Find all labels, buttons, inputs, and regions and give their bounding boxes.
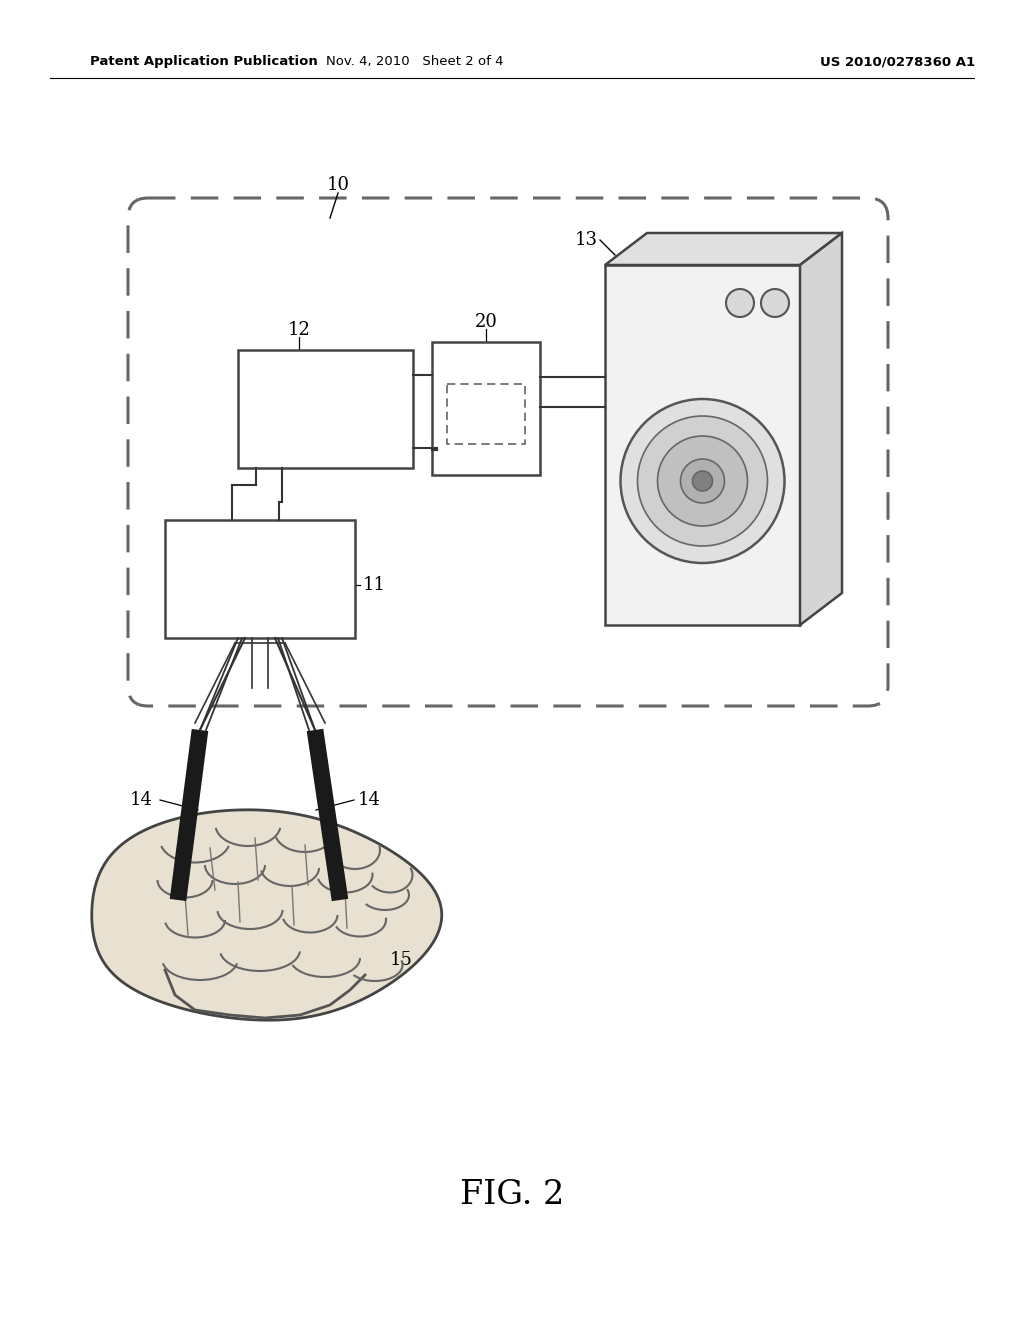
Text: FIG. 2: FIG. 2 [460,1179,564,1210]
Bar [165,520,355,638]
Polygon shape [800,234,842,624]
Text: Nov. 4, 2010   Sheet 2 of 4: Nov. 4, 2010 Sheet 2 of 4 [327,55,504,69]
Circle shape [621,399,784,564]
Text: Patent Application Publication: Patent Application Publication [90,55,317,69]
Text: 20: 20 [474,313,498,331]
Text: 12: 12 [288,321,310,339]
Text: US 2010/0278360 A1: US 2010/0278360 A1 [820,55,975,69]
Circle shape [681,459,725,503]
Circle shape [761,289,790,317]
Circle shape [657,436,748,525]
Text: 10: 10 [327,176,349,194]
Circle shape [726,289,754,317]
Text: 13: 13 [575,231,598,249]
Bar [605,265,800,624]
Bar [432,342,540,475]
Polygon shape [92,809,441,1020]
Circle shape [692,471,713,491]
Text: 14: 14 [358,791,381,809]
Text: 15: 15 [390,950,413,969]
Polygon shape [605,234,842,265]
Text: 14: 14 [130,791,153,809]
Circle shape [638,416,768,546]
Bar [447,384,525,444]
Bar [238,350,413,469]
Text: 11: 11 [362,576,386,594]
